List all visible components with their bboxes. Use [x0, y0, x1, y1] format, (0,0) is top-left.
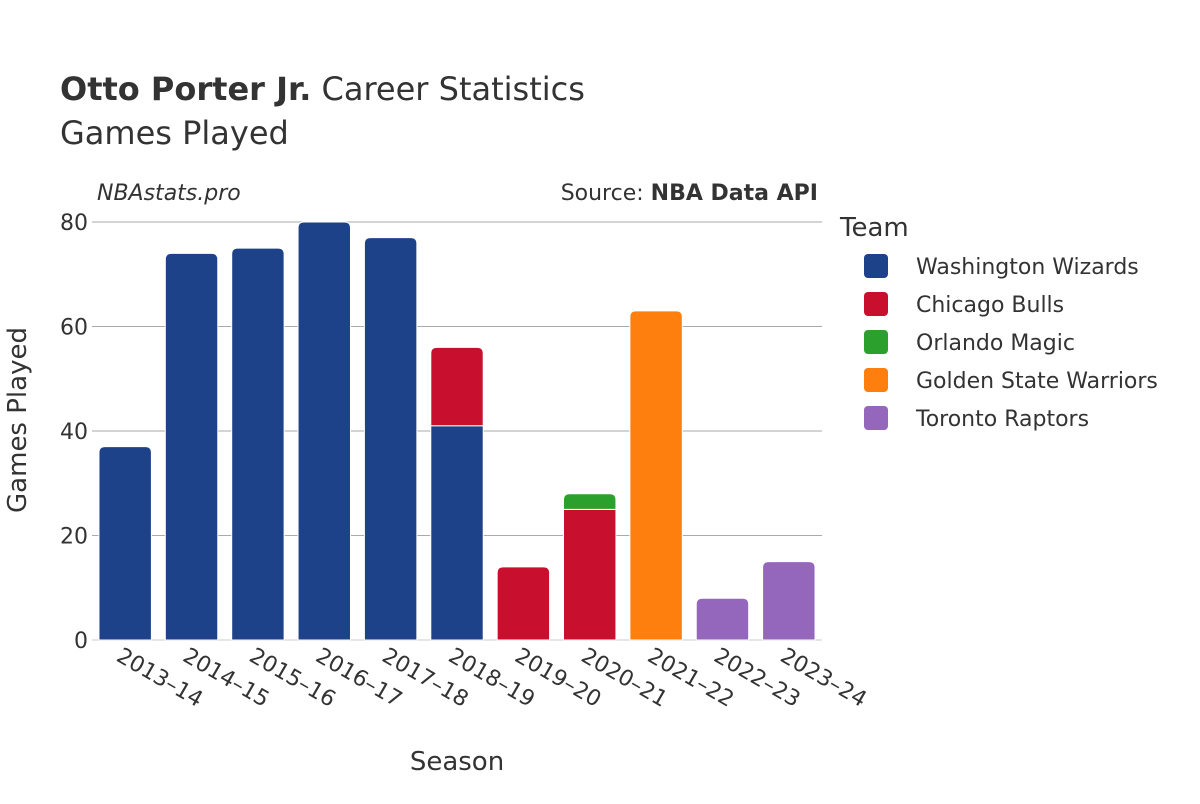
chart-subtitle: Games Played: [60, 114, 289, 152]
legend: Washington Wizards Chicago Bulls Orlando M…: [864, 254, 1158, 432]
bar-2023–24-toronto-raptors[interactable]: [762, 561, 816, 641]
source-line: Source: NBA Data API: [561, 181, 818, 206]
legend-swatch: [864, 254, 888, 278]
x-axis-label: Season: [410, 747, 504, 777]
chart-title: Otto Porter Jr. Career Statistics: [60, 70, 585, 108]
legend-item[interactable]: Golden State Warriors: [864, 368, 1158, 394]
bar-2018–19-washington-wizards[interactable]: [430, 425, 484, 641]
watermark: NBAstats.pro: [97, 181, 241, 206]
bar-2017–18-washington-wizards[interactable]: [363, 237, 418, 641]
y-tick-label: 20: [60, 525, 88, 550]
bar-2015–16-washington-wizards[interactable]: [231, 247, 285, 641]
legend-label: Toronto Raptors: [915, 407, 1089, 432]
y-tick-label: 80: [60, 211, 88, 236]
legend-item[interactable]: Chicago Bulls: [864, 292, 1064, 318]
bars: [98, 221, 816, 641]
source-prefix: Source:: [561, 181, 651, 206]
player-name: Otto Porter Jr.: [60, 70, 311, 108]
y-axis-label: Games Played: [3, 327, 33, 513]
title-suffix: Career Statistics: [311, 70, 585, 108]
legend-swatch: [864, 368, 888, 392]
bar-2020–21-orlando-magic[interactable]: [563, 493, 617, 510]
bar-2020–21-chicago-bulls[interactable]: [563, 508, 617, 641]
legend-item[interactable]: Toronto Raptors: [864, 406, 1089, 432]
x-tick-labels: 2013–142014–152015–162016–172017–182018–…: [112, 644, 870, 713]
bar-2019–20-chicago-bulls[interactable]: [496, 566, 551, 641]
legend-swatch: [864, 406, 888, 430]
y-tick-label: 0: [74, 629, 88, 654]
source-name: NBA Data API: [651, 181, 818, 206]
legend-item[interactable]: Washington Wizards: [864, 254, 1139, 280]
legend-swatch: [864, 330, 888, 354]
bar-2018–19-chicago-bulls[interactable]: [430, 346, 484, 427]
bar-2021–22-golden-state-warriors[interactable]: [629, 310, 683, 641]
legend-label: Chicago Bulls: [916, 293, 1064, 318]
bar-2022–23-toronto-raptors[interactable]: [695, 597, 750, 641]
y-tick-labels: 0 20 40 60 80: [60, 211, 88, 654]
y-tick-label: 40: [60, 420, 88, 445]
legend-title: Team: [839, 213, 909, 243]
bar-2013–14-washington-wizards[interactable]: [98, 446, 152, 641]
y-tick-label: 60: [60, 316, 88, 341]
bar-2016–17-washington-wizards[interactable]: [297, 221, 351, 641]
legend-label: Orlando Magic: [916, 331, 1075, 356]
legend-swatch: [864, 292, 888, 316]
legend-label: Golden State Warriors: [916, 369, 1158, 394]
legend-item[interactable]: Orlando Magic: [864, 330, 1075, 356]
bar-2014–15-washington-wizards[interactable]: [164, 252, 219, 641]
legend-label: Washington Wizards: [916, 255, 1139, 280]
